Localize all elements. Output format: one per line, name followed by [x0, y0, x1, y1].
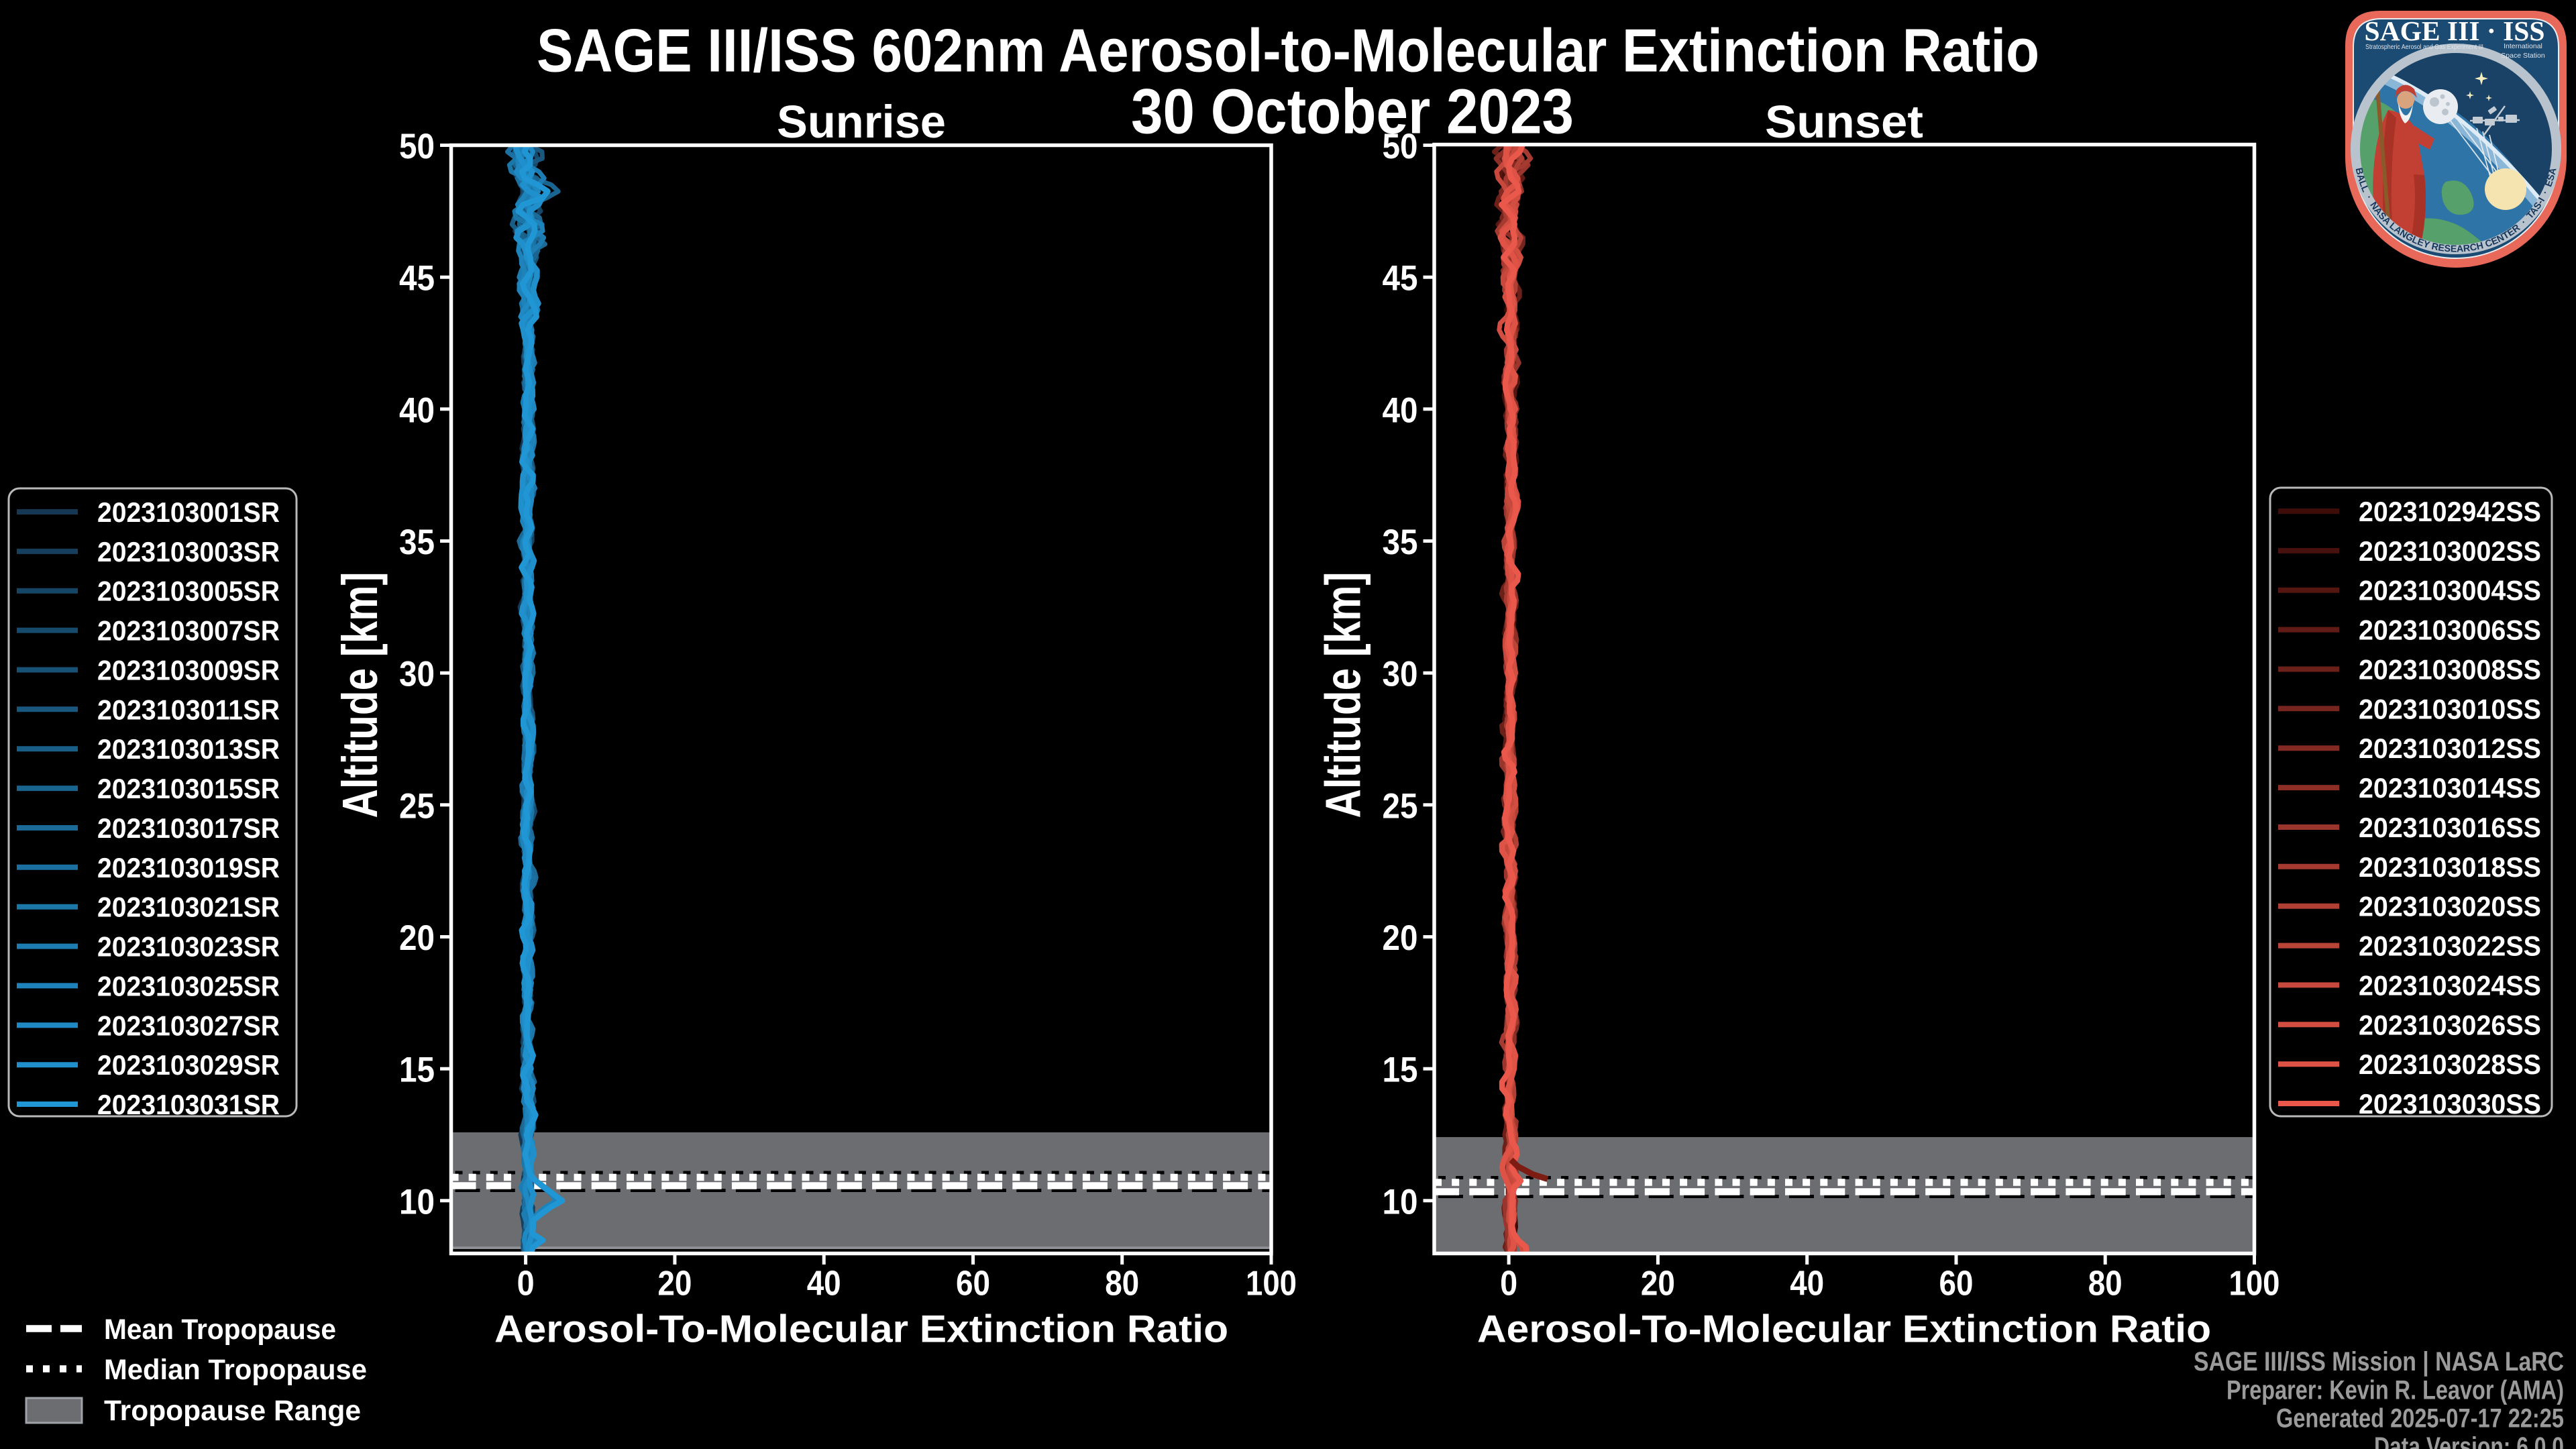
svg-text:Stratospheric Aerosol and Gas: Stratospheric Aerosol and Gas Experiment… [2365, 43, 2483, 51]
svg-text:2023103016SS: 2023103016SS [2359, 812, 2541, 843]
svg-text:80: 80 [1105, 1265, 1139, 1303]
svg-text:100: 100 [2229, 1265, 2280, 1303]
svg-text:15: 15 [399, 1051, 435, 1090]
svg-text:20: 20 [399, 918, 435, 958]
svg-text:2023103015SR: 2023103015SR [97, 773, 280, 804]
svg-text:40: 40 [807, 1265, 841, 1303]
svg-text:2023103005SR: 2023103005SR [97, 576, 280, 607]
svg-text:2023103025SR: 2023103025SR [97, 970, 280, 1002]
svg-text:45: 45 [399, 259, 435, 299]
svg-text:25: 25 [1383, 786, 1418, 826]
svg-text:10: 10 [399, 1182, 435, 1222]
svg-text:40: 40 [1790, 1265, 1824, 1303]
svg-text:2023103012SS: 2023103012SS [2359, 733, 2541, 764]
svg-text:60: 60 [956, 1265, 990, 1303]
svg-text:Tropopause Range: Tropopause Range [104, 1395, 361, 1427]
svg-text:20: 20 [1383, 918, 1418, 958]
svg-text:30 October 2023: 30 October 2023 [1131, 76, 1574, 148]
svg-text:SAGE III · ISS: SAGE III · ISS [2365, 15, 2545, 46]
svg-text:2023103024SS: 2023103024SS [2359, 969, 2541, 1001]
svg-text:80: 80 [2088, 1265, 2123, 1303]
svg-text:30: 30 [1383, 655, 1418, 694]
svg-text:Aerosol-To-Molecular Extinctio: Aerosol-To-Molecular Extinction Ratio [1477, 1308, 2211, 1351]
svg-text:2023103031SR: 2023103031SR [97, 1089, 280, 1120]
svg-text:2023103014SS: 2023103014SS [2359, 772, 2541, 804]
svg-text:50: 50 [1383, 127, 1418, 166]
svg-text:45: 45 [1383, 259, 1418, 299]
svg-text:2023103018SS: 2023103018SS [2359, 851, 2541, 883]
svg-text:2023103027SR: 2023103027SR [97, 1010, 280, 1041]
svg-text:30: 30 [399, 655, 435, 694]
svg-text:10: 10 [1383, 1182, 1418, 1222]
svg-text:Aerosol-To-Molecular Extinctio: Aerosol-To-Molecular Extinction Ratio [494, 1308, 1228, 1351]
svg-text:2023103029SR: 2023103029SR [97, 1049, 280, 1081]
svg-text:2023103010SS: 2023103010SS [2359, 693, 2541, 724]
svg-text:2023103009SR: 2023103009SR [97, 654, 280, 686]
svg-text:2023103004SS: 2023103004SS [2359, 575, 2541, 606]
svg-text:25: 25 [399, 786, 435, 826]
svg-text:2023103019SR: 2023103019SR [97, 852, 280, 883]
svg-text:2023103011SR: 2023103011SR [97, 694, 280, 725]
svg-text:2023103006SS: 2023103006SS [2359, 614, 2541, 646]
svg-text:2023103002SS: 2023103002SS [2359, 535, 2541, 567]
svg-text:20: 20 [657, 1265, 692, 1303]
svg-text:Space Station: Space Station [2501, 52, 2545, 60]
svg-text:2023103022SS: 2023103022SS [2359, 930, 2541, 962]
svg-text:2023103001SR: 2023103001SR [97, 496, 280, 528]
svg-text:2023103026SS: 2023103026SS [2359, 1009, 2541, 1040]
svg-text:50: 50 [399, 127, 435, 166]
svg-text:2023103013SR: 2023103013SR [97, 733, 280, 765]
svg-text:2023103030SS: 2023103030SS [2359, 1088, 2541, 1120]
svg-text:2023103007SR: 2023103007SR [97, 615, 280, 647]
svg-text:SAGE III/ISS Mission | NASA La: SAGE III/ISS Mission | NASA LaRC [2194, 1347, 2564, 1377]
svg-text:International: International [2504, 42, 2542, 50]
svg-text:20: 20 [1641, 1265, 1675, 1303]
svg-text:100: 100 [1246, 1265, 1297, 1303]
svg-text:2023103008SS: 2023103008SS [2359, 653, 2541, 685]
svg-text:SAGE III/ISS 602nm Aerosol-to-: SAGE III/ISS 602nm Aerosol-to-Molecular … [537, 17, 2039, 85]
svg-text:0: 0 [1500, 1265, 1517, 1303]
svg-text:40: 40 [1383, 390, 1418, 430]
svg-text:Preparer: Kevin R. Leavor (AMA: Preparer: Kevin R. Leavor (AMA) [2226, 1375, 2564, 1405]
svg-text:2023103020SS: 2023103020SS [2359, 891, 2541, 922]
svg-text:2023103003SR: 2023103003SR [97, 536, 280, 568]
svg-text:35: 35 [399, 523, 435, 562]
svg-text:2023103021SR: 2023103021SR [97, 892, 280, 923]
svg-text:Sunrise: Sunrise [777, 96, 946, 148]
svg-text:2023102942SS: 2023102942SS [2359, 496, 2541, 527]
svg-text:Generated 2025-07-17 22:25: Generated 2025-07-17 22:25 [2276, 1404, 2564, 1434]
svg-text:2023103028SS: 2023103028SS [2359, 1049, 2541, 1080]
svg-text:2023103017SR: 2023103017SR [97, 812, 280, 844]
svg-text:Altitude [km]: Altitude [km] [1316, 572, 1371, 818]
svg-text:40: 40 [399, 390, 435, 430]
svg-text:2023103023SR: 2023103023SR [97, 931, 280, 963]
svg-text:Sunset: Sunset [1765, 96, 1923, 148]
svg-text:60: 60 [1939, 1265, 1974, 1303]
svg-text:0: 0 [517, 1265, 535, 1303]
svg-text:35: 35 [1383, 523, 1418, 562]
svg-text:Mean Tropopause: Mean Tropopause [104, 1313, 336, 1346]
svg-text:Altitude [km]: Altitude [km] [332, 572, 388, 818]
svg-text:Data Version: 6.0.0: Data Version: 6.0.0 [2374, 1432, 2564, 1449]
svg-text:15: 15 [1383, 1051, 1418, 1090]
svg-text:Median Tropopause: Median Tropopause [104, 1354, 367, 1386]
